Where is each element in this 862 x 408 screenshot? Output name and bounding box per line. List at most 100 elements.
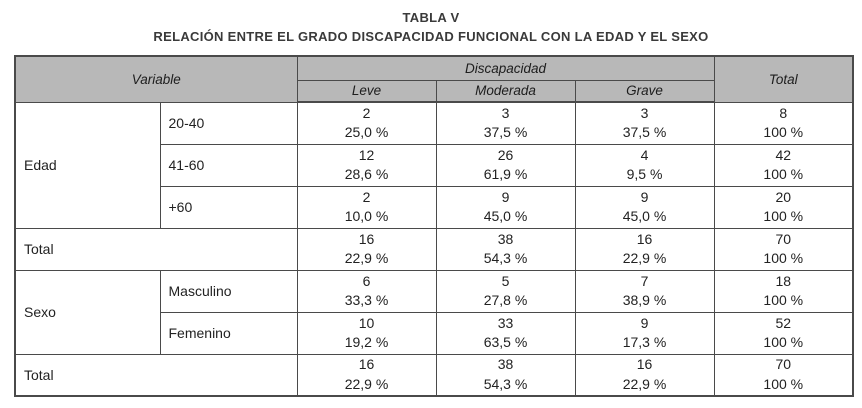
count-value: 16	[358, 356, 375, 373]
percent-value: 54,3 %	[483, 250, 528, 266]
count-value: 16	[358, 230, 375, 247]
count-value: 3	[501, 104, 510, 121]
percent-value: 22,9 %	[622, 375, 667, 392]
data-cell: 7 38,9 %	[574, 269, 715, 313]
data-cell: 70 100 %	[713, 353, 854, 397]
row-label-41-60: 41-60	[159, 143, 298, 187]
group-label-edad: Edad	[14, 101, 161, 229]
percent-value: 100 %	[763, 292, 804, 308]
row-total-sexo: Total 16 22,9 % 38 54,3 % 16 22,9 % 70 1…	[14, 353, 854, 397]
count-value: 16	[636, 356, 653, 373]
count-value: 3	[640, 104, 649, 121]
data-cell: 42 100 %	[713, 143, 854, 187]
count-value: 2	[362, 104, 371, 121]
count-value: 6	[362, 272, 371, 289]
count-value: 38	[497, 230, 514, 247]
data-cell: 38 54,3 %	[435, 353, 576, 397]
header-variable: Variable	[14, 55, 298, 103]
row-edad-41-60: 41-60 12 28,6 % 26 61,9 % 4 9,5 % 42 100…	[15, 143, 854, 187]
count-value: 12	[358, 146, 375, 163]
header-row-1: Variable Discapacidad Total	[14, 55, 854, 103]
percent-value: 37,5 %	[483, 124, 528, 141]
table-body: Edad 20-40 2 25,0 % 3 37,5 % 3 37,5 % 8 …	[14, 101, 854, 397]
data-cell: 16 22,9 %	[296, 227, 437, 271]
percent-value: 37,5 %	[622, 124, 667, 141]
count-value: 5	[501, 272, 510, 289]
percent-value: 28,6 %	[344, 166, 389, 182]
discapacidad-table: Variable Discapacidad Total Leve Moderad…	[14, 55, 855, 397]
data-cell: 5 27,8 %	[435, 269, 576, 313]
count-value: 70	[775, 356, 792, 373]
data-cell: 9 45,0 %	[574, 185, 715, 229]
count-value: 33	[497, 314, 514, 331]
percent-value: 45,0 %	[483, 208, 528, 224]
total-row-label: Total	[14, 227, 298, 271]
data-cell: 2 10,0 %	[296, 185, 437, 229]
percent-value: 38,9 %	[622, 292, 667, 308]
data-cell: 2 25,0 %	[296, 101, 437, 145]
header-leve: Leve	[296, 79, 437, 103]
header-total: Total	[713, 55, 854, 103]
data-cell: 8 100 %	[713, 101, 854, 145]
percent-value: 100 %	[763, 334, 804, 350]
percent-value: 100 %	[763, 250, 804, 266]
percent-value: 9,5 %	[626, 166, 663, 182]
data-cell: 70 100 %	[713, 227, 854, 271]
percent-value: 54,3 %	[483, 375, 528, 392]
percent-value: 100 %	[763, 208, 804, 224]
table-header: Variable Discapacidad Total Leve Moderad…	[14, 55, 854, 103]
header-grave: Grave	[574, 79, 715, 103]
percent-value: 17,3 %	[622, 334, 667, 350]
count-value: 9	[640, 314, 649, 331]
percent-value: 22,9 %	[344, 375, 389, 392]
data-cell: 12 28,6 %	[296, 143, 437, 187]
count-value: 2	[362, 188, 371, 205]
data-cell: 10 19,2 %	[296, 311, 437, 355]
count-value: 9	[640, 188, 649, 205]
row-sexo-femenino: Femenino 10 19,2 % 33 63,5 % 9 17,3 % 52…	[15, 311, 854, 355]
percent-value: 25,0 %	[344, 124, 389, 141]
count-value: 7	[640, 272, 649, 289]
percent-value: 22,9 %	[622, 250, 667, 266]
table-subtitle: RELACIÓN ENTRE EL GRADO DISCAPACIDAD FUN…	[153, 29, 709, 44]
count-value: 16	[636, 230, 653, 247]
data-cell: 9 45,0 %	[435, 185, 576, 229]
percent-value: 33,3 %	[344, 292, 389, 308]
data-cell: 16 22,9 %	[574, 353, 715, 397]
data-cell: 6 33,3 %	[296, 269, 437, 313]
row-label-20-40: 20-40	[159, 101, 298, 145]
page: TABLA V RELACIÓN ENTRE EL GRADO DISCAPAC…	[14, 10, 855, 397]
percent-value: 61,9 %	[483, 166, 528, 182]
count-value: 10	[358, 314, 375, 331]
count-value: 9	[501, 188, 510, 205]
count-value: 18	[775, 272, 792, 289]
percent-value: 100 %	[763, 124, 804, 140]
row-edad-20-40: Edad 20-40 2 25,0 % 3 37,5 % 3 37,5 % 8 …	[14, 101, 854, 229]
count-value: 20	[775, 188, 792, 205]
percent-value: 10,0 %	[344, 208, 389, 224]
row-total-edad: Total 16 22,9 % 38 54,3 % 16 22,9 % 70 1…	[14, 227, 854, 271]
row-edad-60plus: +60 2 10,0 % 9 45,0 % 9 45,0 % 20 100 %	[15, 185, 854, 229]
percent-value: 19,2 %	[344, 334, 389, 350]
data-cell: 4 9,5 %	[574, 143, 715, 187]
row-sexo-masculino: Sexo Masculino 6 33,3 % 5 27,8 % 7 38,9 …	[14, 269, 854, 355]
total-row-label: Total	[14, 353, 298, 397]
data-cell: 26 61,9 %	[435, 143, 576, 187]
percent-value: 100 %	[763, 375, 804, 392]
data-cell: 20 100 %	[713, 185, 854, 229]
data-cell: 16 22,9 %	[574, 227, 715, 271]
count-value: 8	[779, 104, 788, 121]
row-label-femenino: Femenino	[159, 311, 298, 355]
count-value: 4	[640, 146, 649, 163]
count-value: 38	[497, 356, 514, 373]
header-discapacidad: Discapacidad	[296, 55, 715, 81]
percent-value: 27,8 %	[483, 292, 528, 308]
count-value: 52	[775, 314, 792, 331]
header-row-2: Leve Moderada Grave	[15, 79, 853, 103]
count-value: 70	[775, 230, 792, 247]
data-cell: 9 17,3 %	[574, 311, 715, 355]
percent-value: 45,0 %	[622, 208, 667, 224]
table-number-title: TABLA V	[402, 10, 460, 25]
data-cell: 33 63,5 %	[435, 311, 576, 355]
data-cell: 38 54,3 %	[435, 227, 576, 271]
